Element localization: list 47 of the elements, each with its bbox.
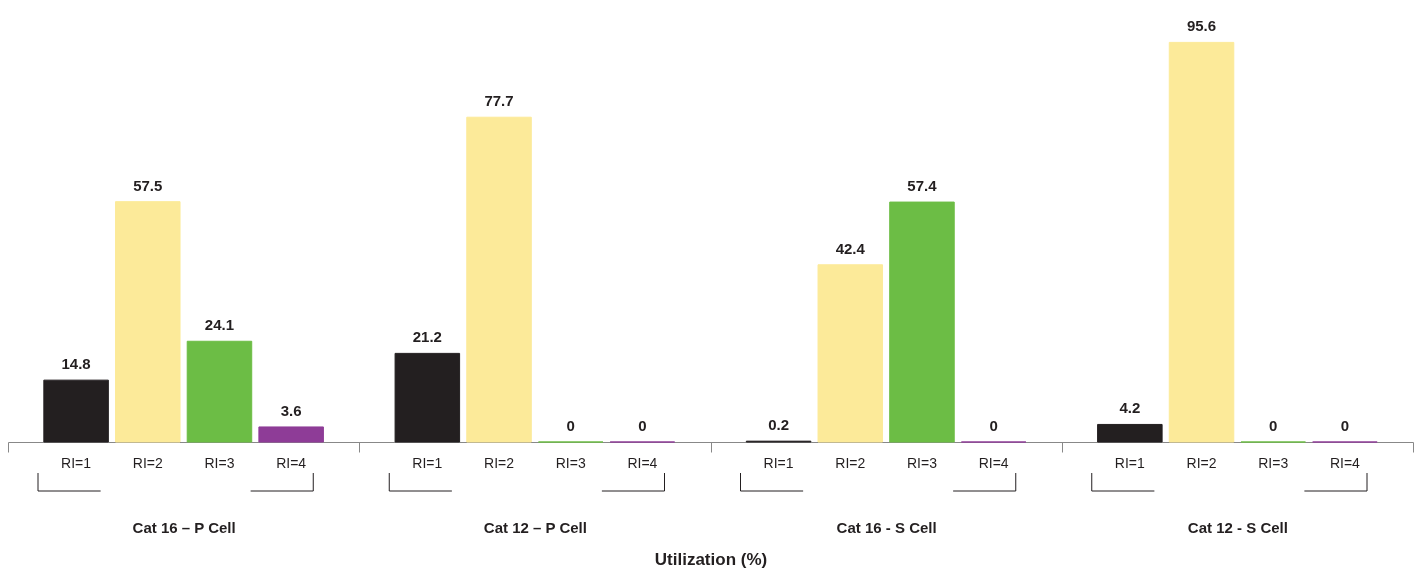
data-label: 4.2 bbox=[1119, 399, 1141, 417]
data-label: 42.4 bbox=[835, 239, 866, 257]
series-label: RI=2 bbox=[132, 455, 163, 471]
text: RI=3 bbox=[1258, 455, 1289, 471]
bar bbox=[1168, 41, 1235, 443]
bar bbox=[817, 264, 884, 443]
text: RI=4 bbox=[627, 455, 658, 471]
data-label: 77.7 bbox=[484, 92, 514, 110]
text: RI=2 bbox=[1186, 455, 1217, 471]
bar bbox=[889, 201, 955, 443]
text: RI=4 bbox=[1329, 455, 1360, 471]
text: RI=3 bbox=[906, 455, 937, 471]
bar bbox=[43, 379, 109, 443]
series-label: RI=4 bbox=[276, 455, 307, 471]
x-tick-label: Cat 16 – P Cell bbox=[132, 518, 236, 536]
series-label: RI=3 bbox=[204, 455, 235, 471]
data-label: 0 bbox=[1269, 417, 1278, 434]
bar bbox=[1097, 423, 1163, 443]
text: RI=1 bbox=[763, 455, 794, 471]
bar bbox=[258, 426, 324, 443]
bar bbox=[186, 340, 253, 443]
data-label: 0 bbox=[566, 417, 575, 434]
bar bbox=[115, 201, 181, 443]
data-label: 0 bbox=[638, 417, 647, 434]
x-tick-label: Cat 12 - S Cell bbox=[1187, 518, 1288, 536]
data-label: 0.2 bbox=[768, 416, 790, 434]
text: RI=2 bbox=[835, 455, 866, 471]
x-axis-title: Utilization (%) bbox=[654, 549, 768, 568]
text: RI=1 bbox=[1114, 455, 1145, 471]
data-label: 57.5 bbox=[133, 176, 163, 194]
bar bbox=[394, 352, 461, 443]
series-label: RI=1 bbox=[61, 455, 92, 471]
x-tick-label: Cat 12 – P Cell bbox=[483, 518, 587, 536]
text: RI=1 bbox=[412, 455, 443, 471]
data-label: 95.6 bbox=[1186, 17, 1217, 35]
text: RI=4 bbox=[978, 455, 1009, 471]
data-label: 21.2 bbox=[412, 328, 442, 346]
text: RI=3 bbox=[555, 455, 586, 471]
text: RI=2 bbox=[484, 455, 515, 471]
data-label: 57.4 bbox=[907, 177, 938, 195]
data-label: 0 bbox=[989, 417, 998, 434]
data-label: 3.6 bbox=[280, 401, 302, 419]
x-tick-label: Cat 16 - S Cell bbox=[836, 518, 937, 536]
bar bbox=[466, 116, 532, 443]
data-label: 0 bbox=[1340, 417, 1350, 434]
data-label: 24.1 bbox=[204, 316, 235, 334]
data-label: 14.8 bbox=[61, 355, 91, 373]
